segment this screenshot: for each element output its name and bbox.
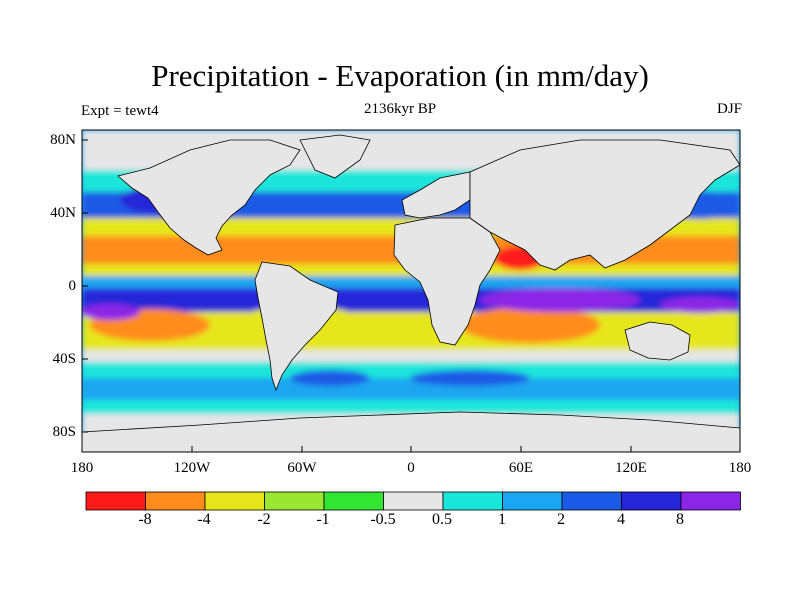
- lat-label-80s: 80S: [52, 424, 76, 440]
- lon-label-120e: 120E: [615, 460, 647, 476]
- south-america: [254, 261, 339, 392]
- colorbar-swatch: [502, 491, 563, 511]
- south-mid-lat-band: [82, 362, 740, 380]
- south-indian-storm-patch: [410, 370, 530, 386]
- colorbar-label: 8: [676, 511, 684, 528]
- atlantic-dry-patch: [210, 236, 390, 264]
- lat-label-40s: 40S: [52, 351, 76, 367]
- lon-label-0: 0: [407, 460, 415, 476]
- colorbar-swatch: [85, 491, 146, 511]
- lat-label-80n: 80N: [50, 132, 76, 148]
- colorbar-swatch: [680, 491, 741, 511]
- lon-label-120w: 120W: [173, 460, 211, 476]
- colorbar-label: -4: [197, 511, 211, 528]
- north-america: [117, 139, 301, 256]
- antarctic-margin-band: [82, 400, 740, 416]
- lon-label-60w: 60W: [287, 460, 317, 476]
- antarctica: [82, 411, 740, 452]
- colorbar-swatch: [323, 491, 384, 511]
- lat-label-40n: 40N: [50, 205, 76, 221]
- colorbar-swatch: [204, 491, 265, 511]
- south-atlantic-storm-patch: [290, 370, 370, 386]
- colorbar-label: 0.5: [432, 511, 452, 528]
- colorbar-swatch: [621, 491, 682, 511]
- colorbar-label: 1: [498, 511, 506, 528]
- map-plot-area: [82, 130, 740, 452]
- southern-ocean-band: [82, 378, 740, 402]
- colorbar-label: -1: [316, 511, 330, 528]
- colorbar-swatch: [561, 491, 622, 511]
- season-label: DJF: [716, 101, 742, 117]
- lon-label-180w: 180: [70, 460, 94, 476]
- colorbar-label: 2: [557, 511, 565, 528]
- time-label: 2136kyr BP: [363, 101, 437, 117]
- experiment-label: Expt = tewt4: [81, 103, 159, 119]
- west-pacific-wet-patch: [660, 297, 740, 313]
- colorbar-label: -0.5: [370, 511, 396, 528]
- colorbar-swatch: [264, 491, 325, 511]
- colorbar-swatch: [383, 491, 444, 511]
- australia: [624, 321, 691, 361]
- lon-label-60e: 60E: [508, 460, 534, 476]
- colorbar: [85, 491, 741, 511]
- europe: [401, 171, 471, 219]
- indo-pacific-wet-patch: [480, 288, 640, 312]
- colorbar-swatch: [145, 491, 206, 511]
- colorbar-label: 4: [617, 511, 625, 528]
- pacific-wet-patch: [82, 304, 140, 320]
- lon-label-180e: 180: [728, 460, 752, 476]
- colorbar-label: -2: [257, 511, 271, 528]
- continents: [82, 134, 740, 452]
- greenland: [299, 134, 371, 179]
- axis-ticks: [81, 139, 741, 452]
- lat-label-0: 0: [68, 278, 77, 294]
- asia: [469, 139, 740, 271]
- indian-ocean-dry-patch: [460, 307, 600, 343]
- map-title: Precipitation - Evaporation (in mm/day): [151, 58, 649, 93]
- colorbar-swatch: [442, 491, 503, 511]
- south-neutral-band: [82, 350, 740, 362]
- colorbar-label: -8: [138, 511, 152, 528]
- itcz-band: [82, 288, 740, 314]
